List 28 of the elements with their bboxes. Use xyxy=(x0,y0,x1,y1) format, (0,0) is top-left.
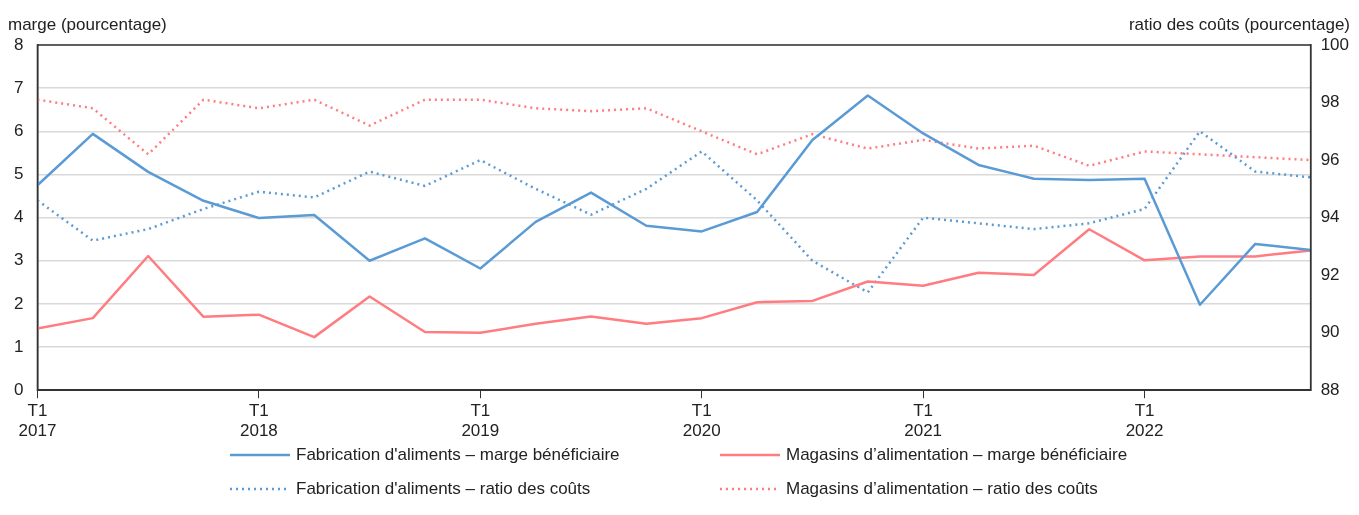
x-tick-label: T1 2020 xyxy=(682,401,721,441)
legend-label: Fabrication d'aliments – marge bénéficiaire xyxy=(296,445,620,465)
y2-tick-label: 90 xyxy=(1320,322,1340,342)
legend-label: Magasins d’alimentation – marge bénéficiaire xyxy=(786,445,1128,465)
legend-label: Magasins d’alimentation – ratio des coûts xyxy=(786,479,1098,499)
y2-tick-label: 100 xyxy=(1320,34,1350,54)
y2-axis-title: ratio des coûts (pourcentage) xyxy=(1128,15,1350,34)
x-tick-label: T1 2022 xyxy=(1125,401,1164,441)
y2-tick-label: 98 xyxy=(1320,92,1340,112)
y-axis-title: marge (pourcentage) xyxy=(8,15,167,34)
x-tick-label: T1 2021 xyxy=(904,401,943,441)
y-tick-label: 4 xyxy=(13,207,24,227)
legend-label: Fabrication d'aliments – ratio des coûts xyxy=(296,479,591,499)
y-tick-label: 5 xyxy=(13,164,24,184)
y-tick-label: 8 xyxy=(13,34,24,54)
y2-tick-label: 92 xyxy=(1320,264,1340,284)
y-tick-label: 1 xyxy=(13,336,24,356)
x-tick-label: T1 2019 xyxy=(461,401,500,441)
y2-tick-label: 94 xyxy=(1320,207,1340,227)
y-tick-label: 2 xyxy=(13,293,24,313)
y-tick-label: 3 xyxy=(13,250,24,270)
x-tick-label: T1 2018 xyxy=(239,401,278,441)
y2-tick-label: 88 xyxy=(1320,379,1340,399)
y2-tick-label: 96 xyxy=(1320,149,1340,169)
y-tick-label: 7 xyxy=(13,77,24,97)
y-tick-label: 6 xyxy=(13,120,24,140)
y-tick-label: 0 xyxy=(13,379,24,399)
x-tick-label: T1 2017 xyxy=(18,401,57,441)
